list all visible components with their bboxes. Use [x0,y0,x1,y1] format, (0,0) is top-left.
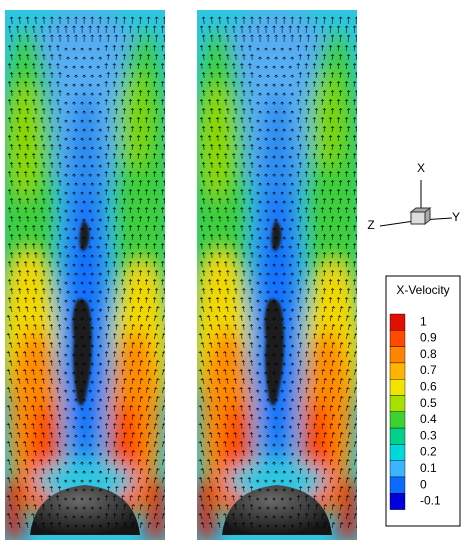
triad-x-label: X [417,161,425,175]
legend-label: 0.3 [420,428,437,442]
legend-label: 0.9 [420,331,437,345]
triad-cube [410,211,426,225]
legend-title: X-Velocity [396,283,449,297]
legend-label: -0.1 [420,494,441,508]
legend-label: 0 [420,477,427,491]
legend-label: 0.2 [420,445,437,459]
legend-swatch [389,346,406,364]
legend-swatch [389,493,406,510]
legend-swatch [389,444,406,461]
legend-label: 1 [420,314,427,328]
legend-label: 0.4 [420,412,437,426]
legend-swatch [389,476,406,494]
legend-label: 0.1 [420,461,437,475]
legend-swatch [389,379,406,396]
legend-swatch [389,313,406,331]
legend-swatch [389,427,406,445]
triad-z-label: Z [367,218,374,232]
legend-label: 0.6 [420,380,437,394]
legend-swatch [389,460,406,478]
legend-swatch [389,362,406,380]
left-panel [0,10,171,540]
legend-swatch [389,330,406,347]
axis-triad: X Y Z [367,161,460,232]
legend-label: 0.7 [420,363,437,377]
color-legend: X-Velocity 1 0.9 0.8 0.7 0.6 0.5 0.4 0.3 0.2 0.1 0… [385,275,461,527]
legend-label: 0.5 [420,396,437,410]
triad-cube-top [409,206,432,226]
legend-label: 0.8 [420,347,437,361]
right-panel [191,10,363,540]
legend-swatch [389,395,406,412]
triad-y-label: Y [452,210,460,224]
legend-swatch [389,411,406,429]
